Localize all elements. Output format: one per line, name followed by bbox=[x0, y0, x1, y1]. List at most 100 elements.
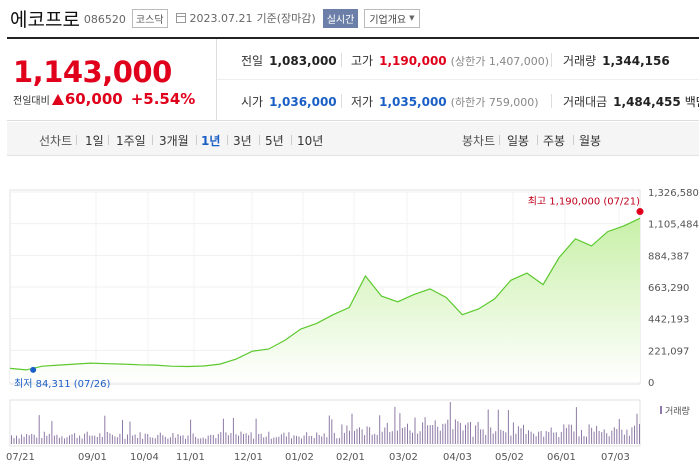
volume-bar bbox=[174, 437, 176, 444]
company-overview-label: 기업개요 bbox=[369, 14, 407, 26]
stats-row: 전일 1,083,000 고가 1,190,000 (상한가 1,407,000) 거… bbox=[217, 39, 699, 80]
current-price-box: 1,143,000 전일대비 60,000 +5.54% bbox=[7, 39, 217, 121]
price-line bbox=[9, 217, 641, 371]
volume-bar bbox=[490, 427, 492, 444]
y-tick-label: 1,105,484 bbox=[648, 220, 699, 231]
stats-row: 시가 1,036,000 저가 1,035,000 (하한가 759,000) 거래대… bbox=[217, 80, 699, 121]
volume-bar bbox=[634, 425, 635, 444]
volume-bar bbox=[354, 430, 355, 444]
price-chart[interactable]: 1,326,580 1,105,484 884,387 663,290 442,193 2… bbox=[0, 160, 699, 474]
candle-weekly[interactable]: 주봉 bbox=[543, 134, 566, 148]
volume-bar bbox=[465, 424, 466, 444]
divider bbox=[196, 135, 197, 145]
amount-stat: 거래대금 1,484,455백만 bbox=[563, 93, 699, 110]
divider bbox=[551, 94, 552, 108]
volume-bar bbox=[596, 425, 598, 444]
volume-bar bbox=[316, 432, 318, 444]
volume-bar bbox=[58, 437, 60, 444]
volume-bar bbox=[502, 430, 504, 444]
volume-bar bbox=[349, 430, 350, 444]
volume-bar bbox=[628, 435, 630, 444]
volume-bar bbox=[162, 435, 164, 444]
period-1w[interactable]: 1주일 bbox=[116, 134, 146, 148]
period-5y[interactable]: 5년 bbox=[265, 134, 284, 148]
volume-bar bbox=[343, 432, 345, 444]
volume-bar bbox=[470, 421, 471, 444]
volume-bar bbox=[235, 434, 237, 444]
prev-close-label: 전일 bbox=[241, 54, 264, 68]
volume-bar bbox=[79, 435, 81, 444]
lower-limit: (하한가 759,000) bbox=[450, 96, 539, 109]
period-3y[interactable]: 3년 bbox=[233, 134, 252, 148]
y-tick-label: 1,326,580 bbox=[648, 188, 699, 199]
volume-bar bbox=[190, 419, 192, 444]
change-label: 전일대비 bbox=[13, 95, 50, 107]
volume-bar bbox=[288, 432, 290, 444]
volume-bar bbox=[369, 427, 371, 444]
volume-bar bbox=[260, 433, 262, 444]
volume-bar bbox=[361, 429, 363, 444]
volume-bar bbox=[374, 433, 376, 444]
volume-bar bbox=[132, 435, 134, 444]
volume-bar bbox=[323, 433, 325, 444]
candle-monthly[interactable]: 월봉 bbox=[579, 134, 602, 148]
open-stat: 시가 1,036,000 bbox=[241, 93, 337, 110]
volume-bar bbox=[248, 435, 250, 444]
volume-bar bbox=[210, 434, 212, 444]
volume-bar bbox=[553, 432, 555, 444]
volume-bar bbox=[462, 430, 464, 444]
volume-bar bbox=[33, 434, 35, 444]
max-marker bbox=[636, 208, 644, 216]
line-chart-label: 선차트 bbox=[39, 134, 73, 148]
volume-bar bbox=[41, 438, 43, 444]
period-1d[interactable]: 1일 bbox=[85, 134, 104, 148]
volume-bar bbox=[366, 426, 368, 444]
x-tick-label: 12/01 bbox=[234, 452, 263, 463]
volume-bar bbox=[56, 434, 58, 444]
volume-bar bbox=[570, 424, 572, 444]
divider bbox=[291, 135, 292, 145]
volume-bar bbox=[447, 419, 449, 444]
divider bbox=[76, 135, 77, 145]
volume-bar bbox=[169, 437, 171, 444]
y-tick-label: 0 bbox=[648, 378, 654, 389]
open-label: 시가 bbox=[241, 95, 264, 109]
volume-bar bbox=[598, 430, 600, 444]
volume-bar bbox=[283, 432, 285, 444]
realtime-button[interactable]: 실시간 bbox=[322, 8, 359, 28]
volume-bar bbox=[608, 436, 610, 444]
x-tick-label: 07/03 bbox=[601, 452, 630, 463]
volume-bar bbox=[104, 415, 106, 444]
stock-name: 에코프로 bbox=[10, 8, 80, 31]
volume-bar bbox=[560, 432, 562, 444]
x-tick-label: 04/03 bbox=[443, 452, 472, 463]
upper-limit: (상한가 1,407,000) bbox=[450, 55, 550, 68]
volume-bar bbox=[232, 418, 234, 444]
volume-bar bbox=[326, 437, 328, 444]
period-10y[interactable]: 10년 bbox=[297, 134, 324, 148]
volume-bar bbox=[356, 428, 358, 444]
company-overview-button[interactable]: 기업개요 ▼ bbox=[364, 8, 420, 28]
volume-bar bbox=[399, 413, 401, 444]
volume-bar bbox=[485, 434, 487, 444]
volume-bar bbox=[487, 409, 489, 444]
candle-daily[interactable]: 일봉 bbox=[507, 134, 530, 148]
volume-bar bbox=[86, 431, 88, 444]
volume-bar bbox=[568, 424, 570, 444]
volume-bar bbox=[581, 429, 582, 444]
volume-bar bbox=[157, 434, 159, 444]
prev-close-stat: 전일 1,083,000 bbox=[241, 52, 337, 69]
volume-bar bbox=[240, 431, 242, 444]
volume-bar bbox=[626, 429, 628, 444]
volume-bar bbox=[407, 423, 408, 444]
period-1y[interactable]: 1년 bbox=[201, 134, 221, 148]
volume-bar bbox=[563, 424, 565, 444]
volume-bar bbox=[180, 435, 181, 444]
volume-bar bbox=[185, 438, 186, 444]
period-3m[interactable]: 3개월 bbox=[159, 134, 189, 148]
volume-bar bbox=[53, 435, 55, 444]
min-marker bbox=[30, 366, 37, 373]
volume-bar bbox=[533, 433, 535, 444]
volume-bar bbox=[182, 435, 184, 444]
volume-bar bbox=[139, 432, 141, 444]
